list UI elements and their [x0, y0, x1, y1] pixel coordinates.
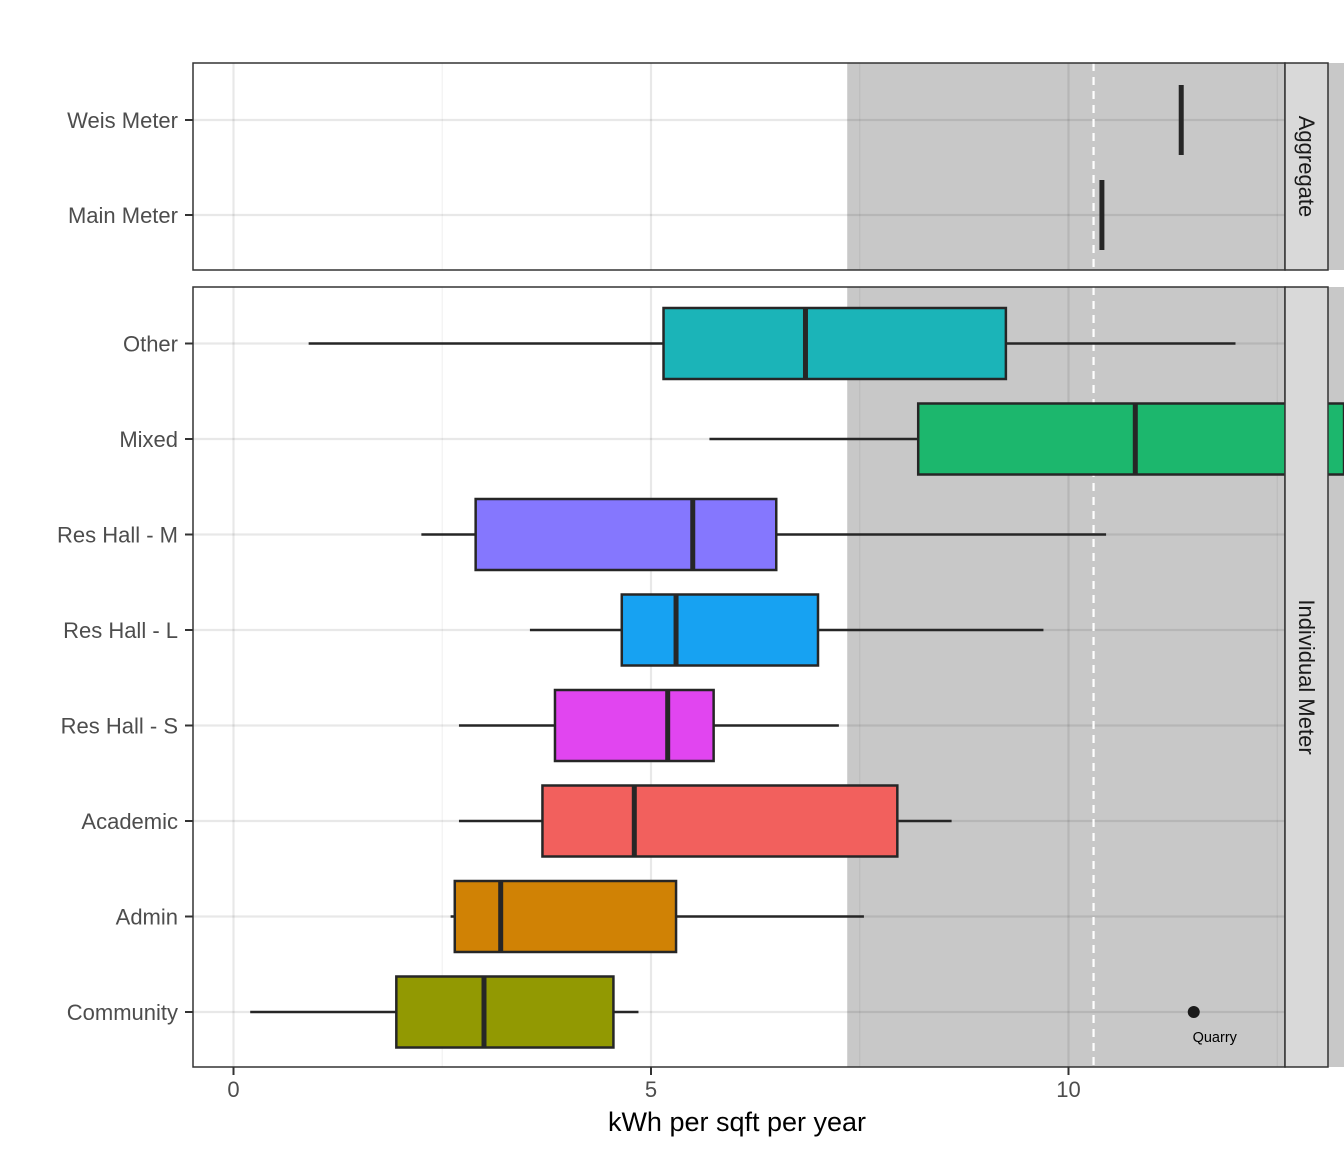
individual-y-label-res-hall-l: Res Hall - L	[63, 618, 178, 643]
individual-y-label-admin: Admin	[116, 905, 178, 930]
individual-meter-strip-label: Individual Meter	[1294, 599, 1319, 754]
individual-y-label-other: Other	[123, 332, 178, 357]
individual-y-label-community: Community	[67, 1000, 178, 1025]
x-tick-label: 5	[645, 1077, 657, 1102]
box-admin	[453, 879, 678, 954]
x-tick-label: 10	[1056, 1077, 1080, 1102]
individual-y-label-res-hall-s: Res Hall - S	[61, 714, 178, 739]
box-community	[395, 975, 615, 1049]
aggregate-panel: Weis Meter Main Meter	[67, 62, 1344, 271]
outlier-point-quarry	[1187, 1006, 1200, 1018]
aggregate-strip-label: Aggregate	[1294, 116, 1319, 218]
individual-meter-panel: Other Mixed Res Hall - M Res Hall - L Res Ha…	[57, 286, 1344, 1068]
individual-y-label-res-hall-m: Res Hall - M	[57, 523, 178, 548]
aggregate-y-label-weis-meter: Weis Meter	[67, 108, 178, 133]
box-academic	[541, 784, 899, 858]
aggregate-strip: Aggregate	[1284, 62, 1329, 271]
box-mixed	[916, 402, 1344, 476]
x-axis-title: kWh per sqft per year	[608, 1107, 866, 1137]
box-res-hall-l	[620, 593, 820, 667]
box-other	[662, 306, 1008, 381]
individual-meter-strip: Individual Meter	[1284, 286, 1329, 1068]
box-res-hall-m	[474, 497, 778, 572]
outlier-label-quarry: Quarry	[1193, 1030, 1238, 1046]
x-axis: 0510152025	[227, 1067, 1081, 1102]
individual-y-label-mixed: Mixed	[119, 427, 178, 452]
x-tick-label: 0	[227, 1077, 239, 1102]
aggregate-y-label-main-meter: Main Meter	[68, 203, 178, 228]
box-res-hall-s	[553, 688, 715, 763]
aggregate-reference-band	[847, 63, 1344, 270]
individual-y-label-academic: Academic	[81, 809, 178, 834]
